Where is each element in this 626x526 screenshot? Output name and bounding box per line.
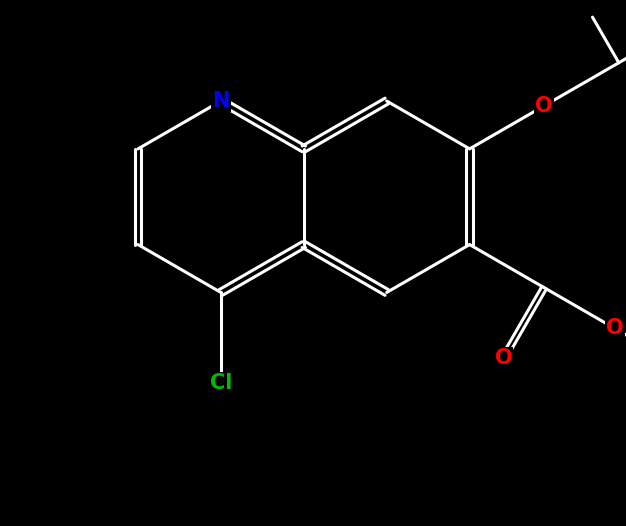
Text: O: O (606, 318, 623, 338)
Text: Cl: Cl (210, 373, 232, 393)
Text: O: O (535, 96, 553, 116)
Text: N: N (212, 91, 230, 111)
Text: O: O (495, 348, 512, 368)
